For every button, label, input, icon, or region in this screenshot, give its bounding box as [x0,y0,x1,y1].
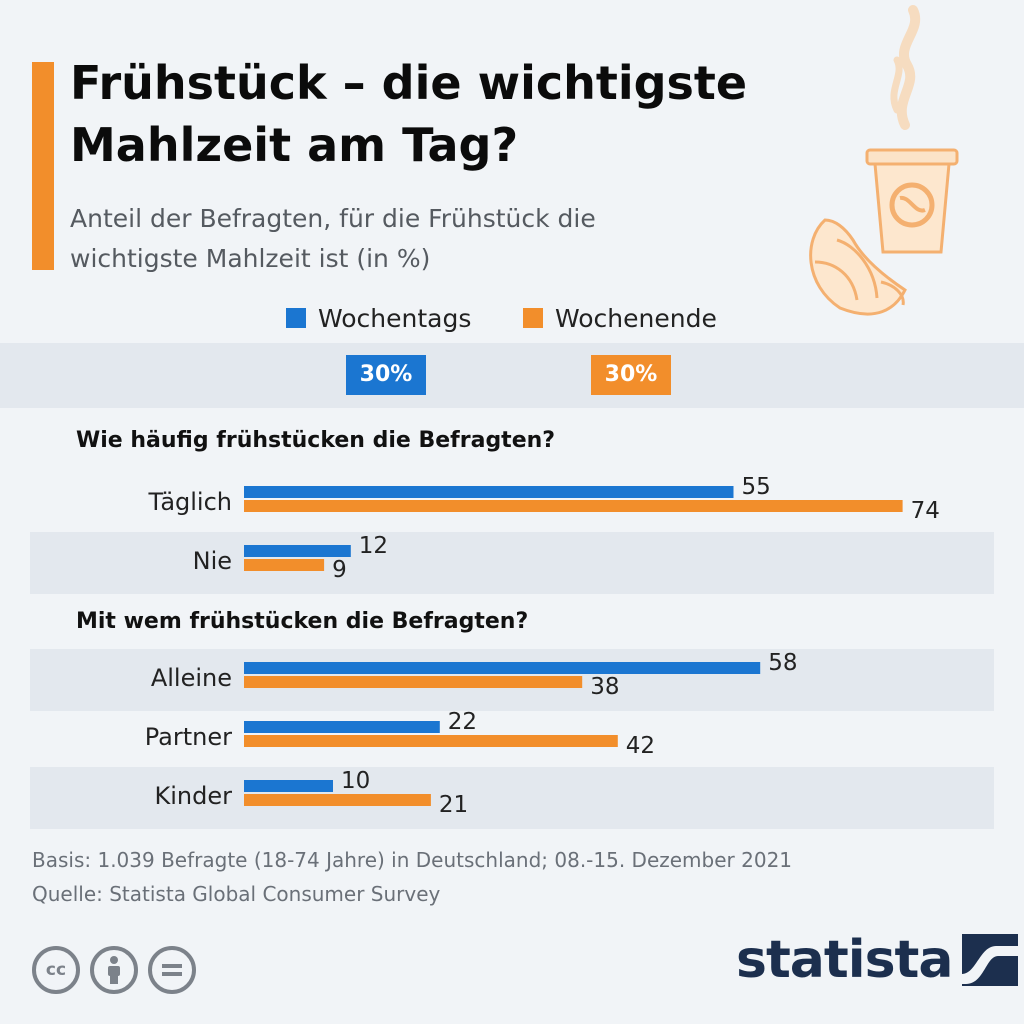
category-label: Alleine [151,664,232,692]
data-label: 74 [911,498,940,524]
row-band [30,532,994,594]
equals-icon [162,964,182,976]
data-label: 9 [332,557,347,583]
data-label: 12 [359,533,388,559]
chart-legend: Wochentags Wochenende [0,298,1024,338]
chart-subtitle: Anteil der Befragten, für die Frühstück … [70,204,596,273]
bar [244,662,761,674]
legend-label-weekend: Wochenende [555,303,717,333]
bar [244,735,618,747]
row-band [30,767,994,829]
legend-label-weekday: Wochentags [318,303,472,333]
cc-icon[interactable]: cc [32,946,80,994]
group-title: Mit wem frühstücken die Befragten? [76,609,528,634]
bar [244,780,333,792]
bar [244,500,903,512]
data-label: 21 [439,792,468,818]
legend-item-weekday: Wochentags [286,298,471,338]
category-label: Kinder [155,782,233,810]
data-label: 55 [742,474,771,500]
coffee-croissant-illustration [809,5,959,316]
footer-source: Quelle: Statista Global Consumer Survey [32,882,441,906]
bar [244,676,583,688]
bar [244,721,440,733]
category-label: Partner [145,723,232,751]
footer-basis: Basis: 1.039 Befragte (18-74 Jahre) in D… [32,848,793,872]
title-accent-bar [32,62,54,270]
highlight-band [0,343,1024,408]
bar [244,794,431,806]
group-title: Wie häufig frühstücken die Befragten? [76,428,555,453]
highlight-badge-weekday: 30% [346,355,426,395]
data-label: 38 [590,674,619,700]
category-label: Täglich [147,488,232,516]
statista-logo-icon [962,934,1019,986]
category-label: Nie [193,547,232,575]
data-label: 10 [341,768,370,794]
legend-item-weekend: Wochenende [523,298,717,338]
data-label: 42 [626,733,655,759]
nd-icon[interactable] [148,946,196,994]
by-icon[interactable] [90,946,138,994]
bar [244,486,734,498]
license-icons: cc [32,946,196,994]
data-label: 58 [768,650,797,676]
highlight-badge-weekend: 30% [591,355,671,395]
statista-logo[interactable]: statista [736,930,1019,990]
bar [244,559,325,571]
data-label: 22 [448,709,477,735]
legend-swatch-weekend [523,308,543,328]
chart-title: Frühstück – die wichtigste Mahlzeit am T… [70,56,748,172]
person-icon [108,956,120,984]
bar [244,545,351,557]
legend-swatch-weekday [286,308,306,328]
brand-wordmark: statista [736,930,953,990]
